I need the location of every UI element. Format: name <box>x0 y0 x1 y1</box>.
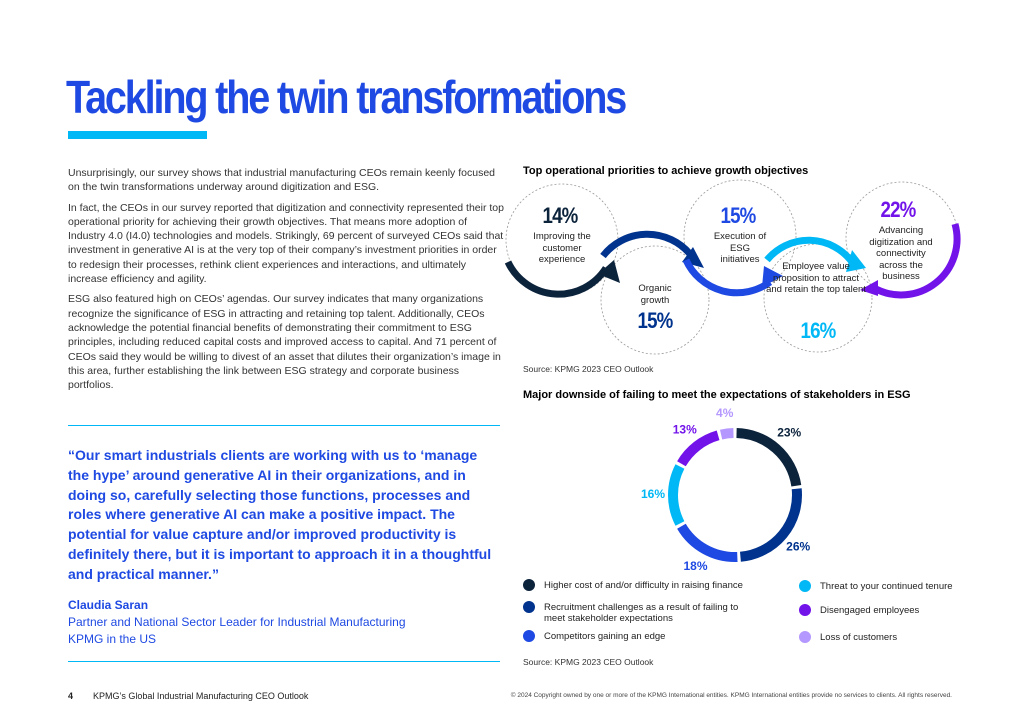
priority-value: 22% <box>880 197 917 222</box>
priority-label: Organic growth <box>638 283 672 306</box>
data-label: 26% <box>786 539 810 553</box>
infographic-title: Top operational priorities to achieve gr… <box>523 165 809 177</box>
body-text: Unsurprisingly, our survey shows that in… <box>68 166 504 398</box>
legend-swatch <box>523 630 535 642</box>
donut-segment <box>736 428 802 487</box>
arrowhead <box>762 266 783 287</box>
data-label: 23% <box>777 426 801 440</box>
author-organization: KPMG in the US <box>68 632 157 646</box>
page-number: 4 <box>68 691 74 701</box>
copyright: © 2024 Copyright owned by one or more of… <box>510 692 952 699</box>
legend-swatch <box>523 601 535 613</box>
arrowhead <box>860 280 878 296</box>
arrow <box>682 258 773 297</box>
paragraph: In fact, the CEOs in our survey reported… <box>68 201 504 286</box>
legend-label: Recruitment challenges as a result of fa… <box>544 602 739 624</box>
legend-label: Disengaged employees <box>820 605 920 616</box>
quote: “Our smart industrials clients are worki… <box>68 447 492 582</box>
priority-value: 16% <box>800 318 837 343</box>
priority-value: 14% <box>542 203 579 228</box>
donut-segment <box>677 523 738 562</box>
divider <box>68 661 500 662</box>
legend-label: Threat to your continued tenure <box>820 581 953 592</box>
donut-segment <box>719 428 734 440</box>
data-label: 18% <box>683 559 707 573</box>
data-label: 13% <box>673 422 697 436</box>
priority-value: 15% <box>720 203 757 228</box>
legend-label: Competitors gaining an edge <box>544 631 666 642</box>
arrow <box>600 230 693 259</box>
legend-label: Higher cost of and/or difficulty in rais… <box>544 580 743 591</box>
donut-segment <box>677 430 720 467</box>
title-underline <box>68 131 207 139</box>
arrow <box>872 223 961 299</box>
legend-swatch <box>523 579 535 591</box>
source: Source: KPMG 2023 CEO Outlook <box>523 657 654 667</box>
legend-swatch <box>799 604 811 616</box>
donut-segment <box>739 488 802 562</box>
priority-label: Execution of ESG initiatives <box>713 231 767 265</box>
circle <box>763 243 873 353</box>
circle <box>600 245 710 355</box>
priority-label: Improving the customer experience <box>533 231 591 265</box>
divider <box>68 425 500 426</box>
arrowhead <box>598 260 620 283</box>
author-role: Partner and National Sector Leader for I… <box>68 615 406 629</box>
priority-label: Advancing digitization and connectivity … <box>869 225 933 282</box>
paragraph: ESG also featured high on CEOs’ agendas.… <box>68 293 501 392</box>
arrow <box>504 260 609 298</box>
arrow <box>764 236 855 265</box>
data-label: 16% <box>641 487 665 501</box>
data-label: 4% <box>716 406 734 420</box>
circle <box>683 179 797 293</box>
chart-title: Major downside of failing to meet the ex… <box>523 389 911 401</box>
page-title: Tackling the twin transformations <box>66 71 627 123</box>
source: Source: KPMG 2023 CEO Outlook <box>523 364 654 374</box>
legend-swatch <box>799 580 811 592</box>
donut-segment <box>668 464 685 526</box>
publication-name: KPMG’s Global Industrial Manufacturing C… <box>93 691 309 701</box>
priority-value: 15% <box>637 308 674 333</box>
arrowhead <box>846 250 866 272</box>
priority-arrows <box>504 223 961 299</box>
priority-label: Employee value proposition to attract an… <box>766 261 866 295</box>
paragraph: Unsurprisingly, our survey shows that in… <box>68 167 495 194</box>
legend-label: Loss of customers <box>820 632 898 643</box>
legend-swatch <box>799 631 811 643</box>
quote-author: Claudia Saran <box>68 598 149 612</box>
donut-chart: 23% 26% 18% 16% 13% 4% <box>641 406 811 573</box>
